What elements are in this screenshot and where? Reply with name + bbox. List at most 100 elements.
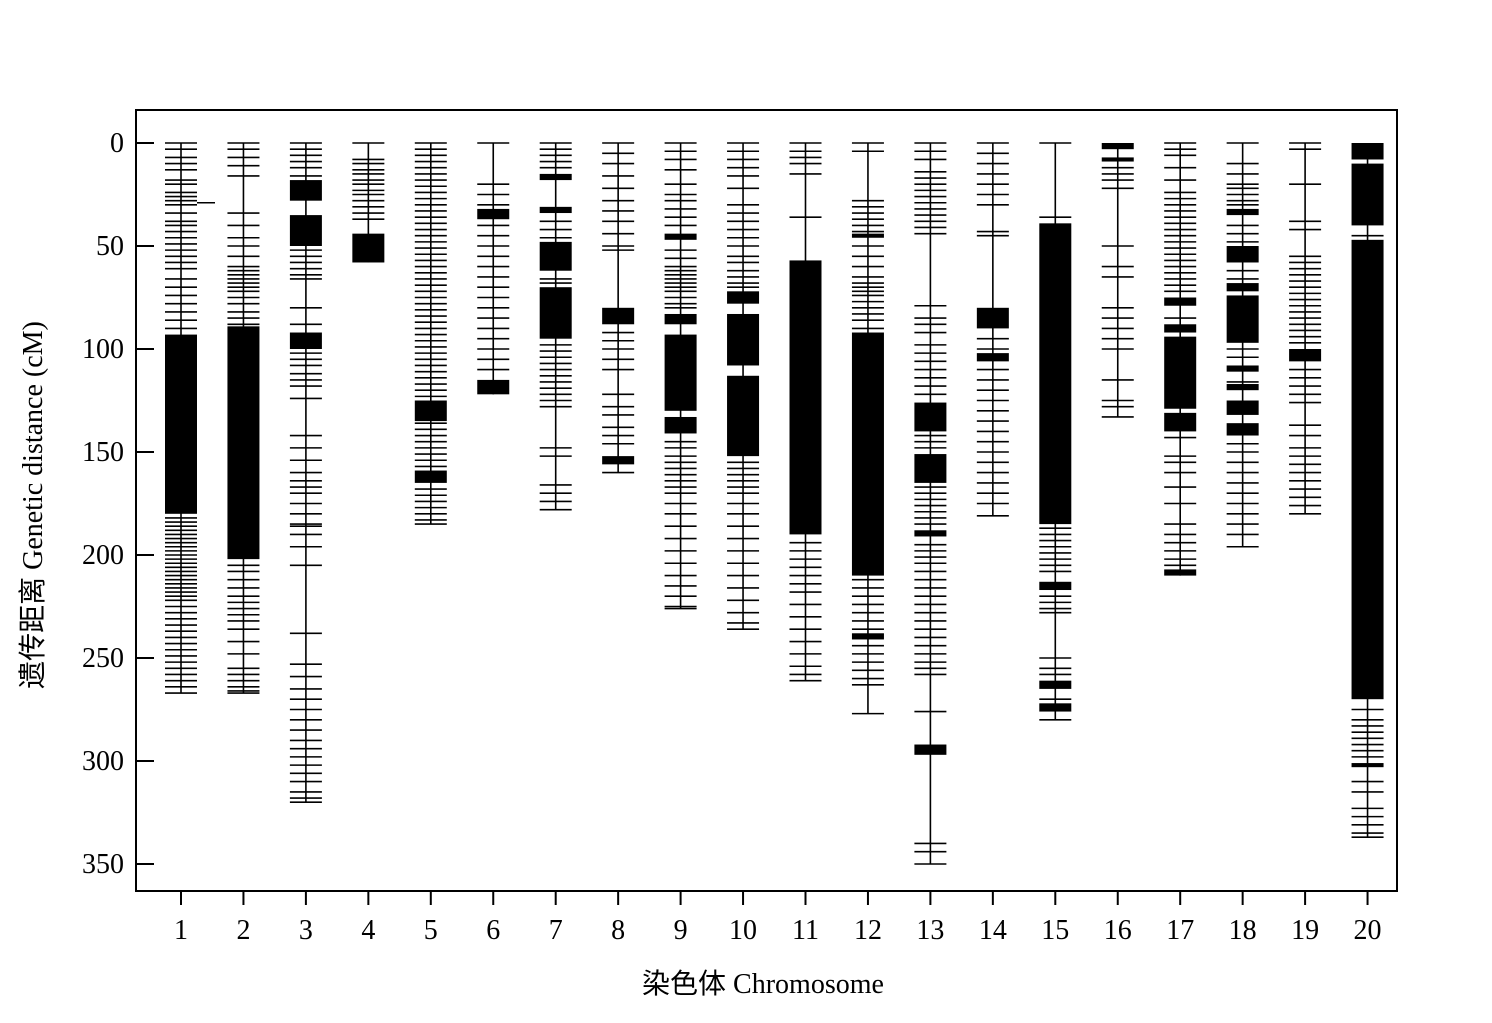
marker-cluster [1226, 295, 1259, 343]
x-tick-label: 5 [424, 915, 438, 946]
marker-cluster [914, 402, 947, 432]
marker-cluster [539, 173, 572, 181]
chromosome-8 [602, 142, 635, 474]
plot-frame [135, 109, 1398, 892]
marker-cluster [914, 454, 947, 483]
chromosome-14 [976, 142, 1009, 517]
chromosome-4 [352, 142, 385, 263]
y-axis: 0 50 100 150 200 250 300 350 [82, 128, 154, 880]
x-tick-label: 3 [299, 915, 313, 946]
chromosome-11 [789, 142, 822, 682]
chromosome-9 [664, 142, 697, 610]
x-tick-label: 2 [236, 915, 250, 946]
marker-cluster [1039, 581, 1072, 591]
marker-cluster [1226, 208, 1259, 216]
marker-cluster [976, 307, 1009, 329]
y-tick-label: 0 [110, 128, 124, 159]
marker-cluster [851, 332, 884, 576]
y-axis-title: 遗传距离 Genetic distance (cM) [17, 321, 49, 689]
x-tick-label: 7 [549, 915, 563, 946]
chromosome-12 [851, 142, 884, 715]
chromosome-17 [1164, 142, 1197, 576]
x-tick-label: 8 [611, 915, 625, 946]
marker-cluster [727, 313, 760, 366]
x-tick-label: 16 [1104, 915, 1132, 946]
marker-cluster [1039, 680, 1072, 689]
marker-cluster [289, 215, 322, 246]
y-tick-label: 200 [82, 540, 124, 571]
marker-cluster [1226, 365, 1259, 372]
chromosome-19 [1289, 142, 1322, 515]
marker-cluster [1351, 763, 1384, 768]
marker-cluster [1226, 283, 1259, 292]
marker-cluster [539, 206, 572, 214]
marker-cluster [851, 633, 884, 640]
marker-cluster [539, 287, 572, 339]
x-tick-label: 9 [674, 915, 688, 946]
chromosome-13 [914, 142, 947, 865]
marker-cluster [165, 334, 197, 514]
chromosome-5 [414, 142, 447, 525]
x-tick-label: 6 [486, 915, 500, 946]
marker-cluster [1101, 143, 1134, 150]
chromosome-10 [727, 142, 760, 630]
x-tick-label: 20 [1354, 915, 1382, 946]
x-tick-label: 10 [729, 915, 757, 946]
marker-cluster [1164, 336, 1197, 409]
marker-cluster [289, 332, 322, 349]
chromosome-20 [1351, 143, 1384, 839]
x-tick-label: 11 [792, 915, 819, 946]
marker-cluster [602, 307, 635, 325]
y-tick-label: 100 [82, 334, 124, 365]
marker-cluster [352, 233, 385, 263]
marker-cluster [1351, 143, 1384, 160]
marker-cluster [1226, 384, 1259, 391]
marker-cluster [1164, 297, 1197, 306]
y-tick-label: 250 [82, 643, 124, 674]
chromosome-1 [165, 142, 215, 694]
marker-cluster [727, 375, 760, 457]
chromosome-6 [477, 142, 510, 395]
y-tick-label: 150 [82, 437, 124, 468]
marker-cluster [664, 334, 697, 411]
marker-cluster [1039, 703, 1072, 712]
y-tick-label: 300 [82, 746, 124, 777]
marker-cluster [227, 326, 260, 560]
chromosome-7 [539, 142, 572, 511]
x-tick-label: 12 [854, 915, 882, 946]
marker-cluster [414, 400, 447, 422]
chromosome-15 [1039, 142, 1072, 721]
marker-cluster [789, 260, 822, 535]
marker-cluster [664, 416, 697, 434]
marker-cluster [664, 233, 697, 240]
marker-cluster [477, 208, 510, 220]
marker-cluster [1101, 157, 1134, 162]
x-axis-title: 染色体 Chromosome [642, 968, 884, 1000]
marker-cluster [1226, 400, 1259, 415]
marker-cluster [727, 291, 760, 304]
marker-cluster [1351, 163, 1384, 226]
chromosome-16 [1101, 143, 1134, 418]
marker-cluster [976, 353, 1009, 362]
marker-cluster [1039, 223, 1072, 525]
marker-cluster [289, 180, 322, 201]
chromosome-3 [289, 142, 322, 804]
marker-cluster [477, 379, 510, 395]
x-tick-label: 18 [1229, 915, 1257, 946]
x-tick-label: 14 [979, 915, 1007, 946]
x-axis: 1 2 3 4 5 6 7 8 9 10 11 12 13 14 15 16 17 18 19 20 [174, 891, 1382, 946]
marker-cluster [914, 530, 947, 537]
marker-cluster [1164, 324, 1197, 333]
x-tick-label: 19 [1291, 915, 1319, 946]
chromosome-2 [227, 142, 260, 694]
y-tick-label: 50 [96, 231, 124, 262]
x-tick-label: 15 [1041, 915, 1069, 946]
marker-cluster [1164, 412, 1197, 432]
chromosomes [165, 142, 1384, 865]
marker-cluster [851, 233, 884, 238]
marker-cluster [1289, 349, 1322, 362]
marker-cluster [1164, 569, 1197, 576]
y-tick-label: 350 [82, 849, 124, 880]
